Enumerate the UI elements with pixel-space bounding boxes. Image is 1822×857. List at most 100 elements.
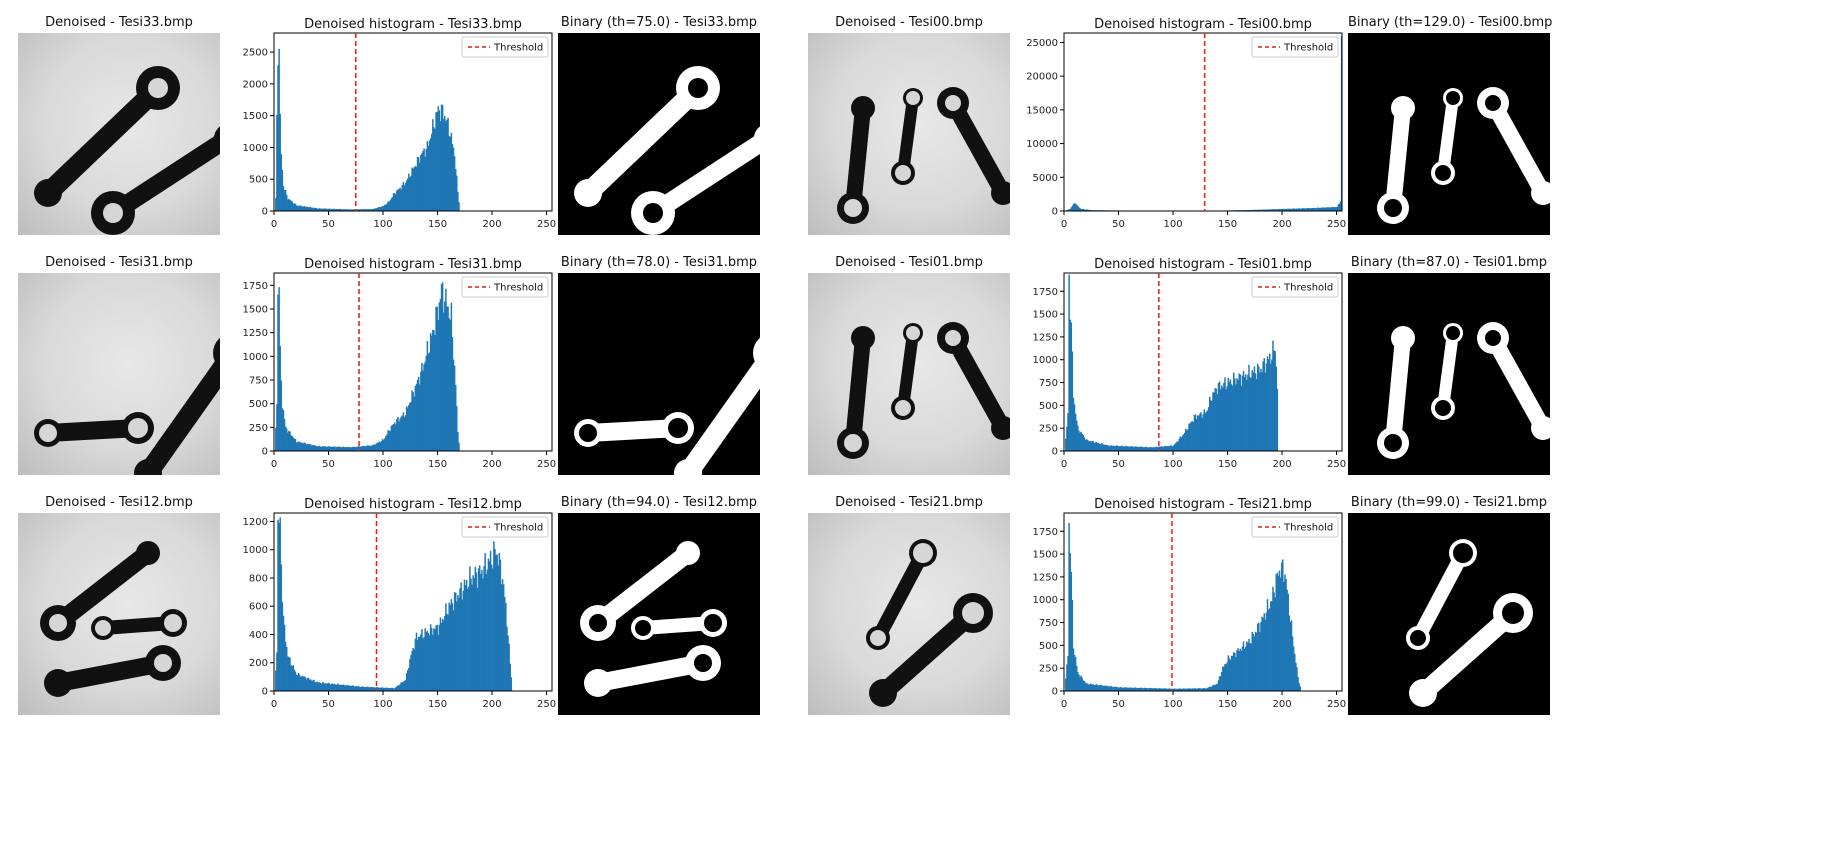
binary-image xyxy=(1348,273,1550,475)
histogram-bar xyxy=(465,580,468,691)
histogram-bar xyxy=(1249,643,1251,691)
histogram-bar xyxy=(359,686,361,691)
histogram-bar xyxy=(324,208,326,211)
histogram-bar xyxy=(487,558,490,691)
histogram-bar xyxy=(1156,688,1159,691)
histogram-bar xyxy=(1202,414,1204,451)
histogram-bar xyxy=(473,578,475,691)
histogram-bar xyxy=(409,402,411,451)
histogram-bar xyxy=(446,613,448,691)
histogram-bar xyxy=(1207,687,1210,691)
histogram-bar xyxy=(1182,688,1185,691)
histogram-bar xyxy=(1096,685,1099,691)
histogram-bar xyxy=(323,682,325,691)
histogram-bar xyxy=(1089,440,1091,451)
x-tick-label: 100 xyxy=(373,219,392,230)
y-tick-label: 1000 xyxy=(243,545,268,556)
histogram-bar xyxy=(1163,446,1165,451)
histogram-bar xyxy=(313,444,315,451)
histogram-bar xyxy=(1110,686,1113,691)
histogram-bar xyxy=(324,446,326,451)
histogram-title: Denoised histogram - Tesi00.bmp xyxy=(1094,17,1312,32)
binary-panel: Binary (th=99.0) - Tesi21.bmp xyxy=(1348,495,1550,715)
histogram-bar xyxy=(504,596,506,691)
histogram-bar xyxy=(357,209,360,211)
histogram-bar xyxy=(333,446,336,451)
histogram-bar xyxy=(386,203,388,211)
histogram-bar xyxy=(1227,378,1230,451)
histogram-bar xyxy=(437,320,440,451)
histogram-bar xyxy=(1320,207,1322,211)
histogram-bar xyxy=(1102,685,1104,691)
histogram-bar xyxy=(348,209,350,211)
histogram-bar xyxy=(344,685,347,691)
histogram-bar xyxy=(451,143,454,211)
histogram-bar xyxy=(449,319,452,451)
histogram-bar xyxy=(403,185,406,211)
histogram-bar xyxy=(389,200,392,211)
histogram-title: Denoised histogram - Tesi31.bmp xyxy=(304,257,522,272)
histogram-bar xyxy=(405,673,408,691)
histogram-bar xyxy=(1165,446,1167,451)
histogram-bar xyxy=(1225,664,1227,691)
histogram-bar xyxy=(299,205,301,211)
legend: Threshold xyxy=(461,516,549,538)
histogram-bar xyxy=(291,665,293,691)
histogram-bar xyxy=(490,564,493,691)
histogram-bar xyxy=(1243,648,1246,691)
histogram-bar xyxy=(335,209,337,211)
denoised-panel: Denoised - Tesi21.bmp xyxy=(808,495,1010,715)
histogram-bar xyxy=(1082,680,1085,691)
histogram-bar xyxy=(282,186,285,211)
histogram-bar xyxy=(1275,574,1277,691)
histogram-bar xyxy=(1212,392,1214,451)
histogram-bar xyxy=(1290,208,1293,211)
histogram-bar xyxy=(375,208,377,211)
histogram-bar xyxy=(1249,209,1251,211)
histogram-bar xyxy=(1098,685,1101,691)
histogram-bar xyxy=(388,687,390,691)
histogram-bar xyxy=(387,430,389,451)
histogram-bar xyxy=(287,656,289,691)
histogram-bar xyxy=(440,284,443,451)
histogram-bar xyxy=(1247,642,1249,691)
histogram-bar xyxy=(494,548,496,691)
histogram-bar xyxy=(1332,206,1334,211)
histogram-bar xyxy=(293,669,296,691)
histogram-bar xyxy=(410,401,412,451)
histogram-bar xyxy=(279,517,281,691)
histogram-bar xyxy=(1311,208,1313,211)
histogram-bar xyxy=(368,445,371,451)
x-tick-label: 0 xyxy=(1061,219,1067,230)
histogram-bar xyxy=(351,209,353,211)
histogram-bar xyxy=(380,206,383,211)
x-tick-label: 0 xyxy=(271,459,277,470)
x-tick-label: 100 xyxy=(1163,699,1182,710)
histogram-bar xyxy=(1083,437,1086,451)
histogram-bar xyxy=(348,685,350,691)
histogram-bar xyxy=(1299,686,1301,691)
histogram-bar xyxy=(1262,361,1264,451)
histogram-bar xyxy=(356,446,359,451)
histogram-bar xyxy=(1231,385,1234,451)
histogram-bar xyxy=(1255,378,1258,451)
histogram-bar xyxy=(1158,446,1161,451)
histogram-bar xyxy=(1226,386,1228,451)
x-tick-label: 250 xyxy=(537,219,556,230)
x-tick-label: 250 xyxy=(1327,699,1346,710)
histogram-bar xyxy=(454,169,457,211)
histogram-bar xyxy=(1156,447,1159,451)
histogram-bar xyxy=(402,681,405,691)
histogram-bar xyxy=(1243,377,1246,451)
axes-frame xyxy=(1063,272,1343,452)
histogram-bar xyxy=(323,446,325,451)
histogram-bar xyxy=(1264,209,1267,211)
histogram-bar xyxy=(1123,446,1126,451)
histogram-bar xyxy=(1181,435,1184,451)
histogram-bar xyxy=(1262,618,1264,691)
histogram-bar xyxy=(1248,638,1250,691)
histogram-bar xyxy=(424,628,426,691)
histogram-bar xyxy=(1096,442,1099,451)
histogram-bar xyxy=(1107,445,1110,451)
histogram-bar xyxy=(1255,632,1258,691)
